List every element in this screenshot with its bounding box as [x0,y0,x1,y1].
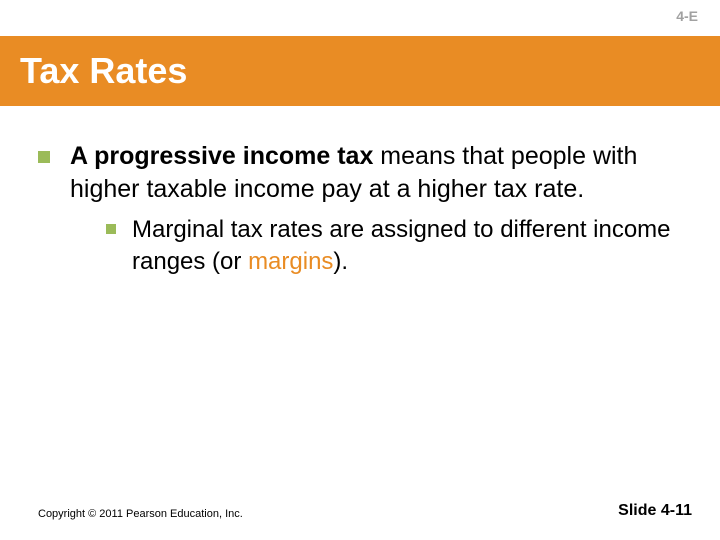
bullet-text: A progressive income tax means that peop… [70,140,692,206]
sub-bullet-text: Marginal tax rates are assigned to diffe… [132,214,692,277]
bullet-level1: A progressive income tax means that peop… [38,140,692,206]
sub1-lead: Marginal tax rates [132,216,323,243]
footer: Copyright © 2011 Pearson Education, Inc.… [0,502,720,520]
title-bar: Tax Rates [0,36,720,106]
top-bar: 4-E [0,0,720,36]
content-area: A progressive income tax means that peop… [0,106,720,540]
sub-bullet-list: Marginal tax rates are assigned to diffe… [106,214,692,277]
square-bullet-icon [38,151,50,163]
term-bold: A progressive income tax [70,142,373,170]
sub1-end: ). [333,248,348,275]
slide-container: 4-E Tax Rates A progressive income tax m… [0,0,720,540]
page-title: Tax Rates [20,50,187,92]
slide-number: Slide 4-11 [618,502,692,520]
copyright-text: Copyright © 2011 Pearson Education, Inc. [38,508,243,520]
bullet-level2: Marginal tax rates are assigned to diffe… [106,214,692,277]
sub1-term: margins [248,248,333,275]
square-bullet-icon [106,224,116,234]
section-code: 4-E [676,8,698,24]
